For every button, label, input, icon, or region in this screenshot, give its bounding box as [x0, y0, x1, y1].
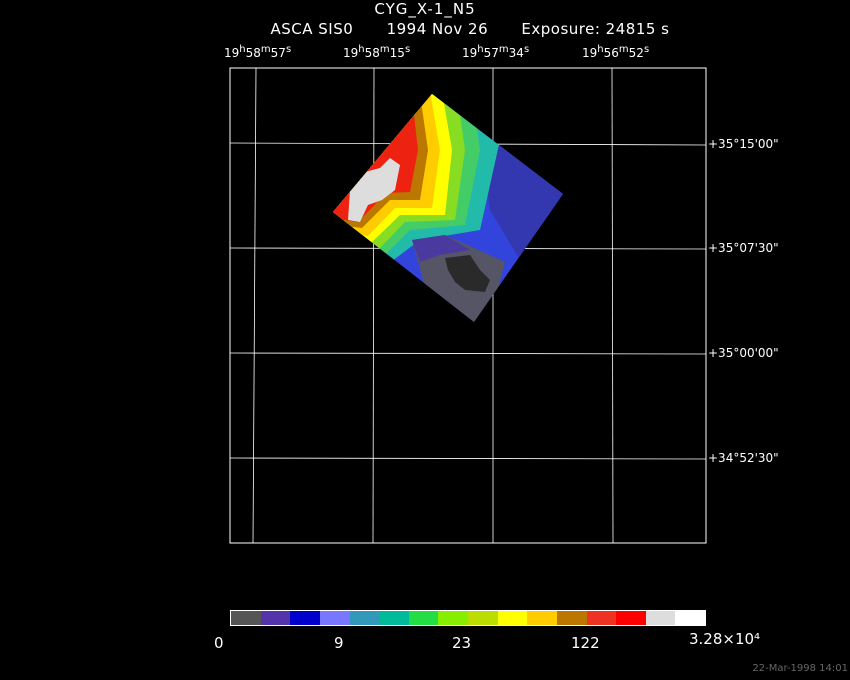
colorbar-label-4: 3.28×10⁴ — [689, 630, 761, 648]
exposure-label: Exposure: 24815 s — [521, 20, 670, 38]
colorbar-label-1: 9 — [334, 634, 344, 652]
colorbar-swatch-1 — [260, 611, 291, 625]
dec-label-1: +35°15'00" — [708, 137, 779, 151]
colorbar-swatch-6 — [408, 611, 439, 625]
colorbar-swatch-15 — [675, 611, 705, 625]
ra-label-2: 19h58m15s — [343, 44, 411, 60]
colorbar-swatch-11 — [556, 611, 587, 625]
colorbar-swatch-5 — [379, 611, 409, 625]
colorbar-swatch-14 — [645, 611, 676, 625]
colorbar-swatch-4 — [349, 611, 380, 625]
xray-image — [333, 94, 563, 322]
colorbar-swatch-7 — [438, 611, 468, 625]
colorbar-swatch-13 — [616, 611, 646, 625]
ra-label-3: 19h57m34s — [462, 44, 530, 60]
date-label: 1994 Nov 26 — [386, 20, 489, 38]
colorbar-label-0: 0 — [214, 634, 224, 652]
image-title: CYG_X-1_N5 — [374, 0, 476, 18]
colorbar-swatch-9 — [497, 611, 528, 625]
colorbar-label-3: 122 — [571, 634, 600, 652]
ra-label-1: 19h58m57s — [224, 44, 292, 60]
color-bar — [230, 610, 706, 626]
dec-label-4: +34°52'30" — [708, 451, 779, 465]
colorbar-swatch-3 — [319, 611, 350, 625]
colorbar-swatch-12 — [586, 611, 617, 625]
colorbar-swatch-10 — [527, 611, 557, 625]
image-subtitle: ASCA SIS0 1994 Nov 26 Exposure: 24815 s — [0, 20, 850, 38]
map-frame — [229, 67, 707, 544]
timestamp: 22-Mar-1998 14:01 — [752, 663, 848, 674]
instrument-label: ASCA SIS0 — [270, 20, 354, 38]
colorbar-label-2: 23 — [452, 634, 472, 652]
colorbar-swatch-2 — [290, 611, 320, 625]
ra-label-4: 19h56m52s — [582, 44, 650, 60]
colorbar-swatch-0 — [231, 611, 261, 625]
colorbar-swatch-8 — [468, 611, 498, 625]
dec-label-2: +35°07'30" — [708, 241, 779, 255]
dec-label-3: +35°00'00" — [708, 346, 779, 360]
